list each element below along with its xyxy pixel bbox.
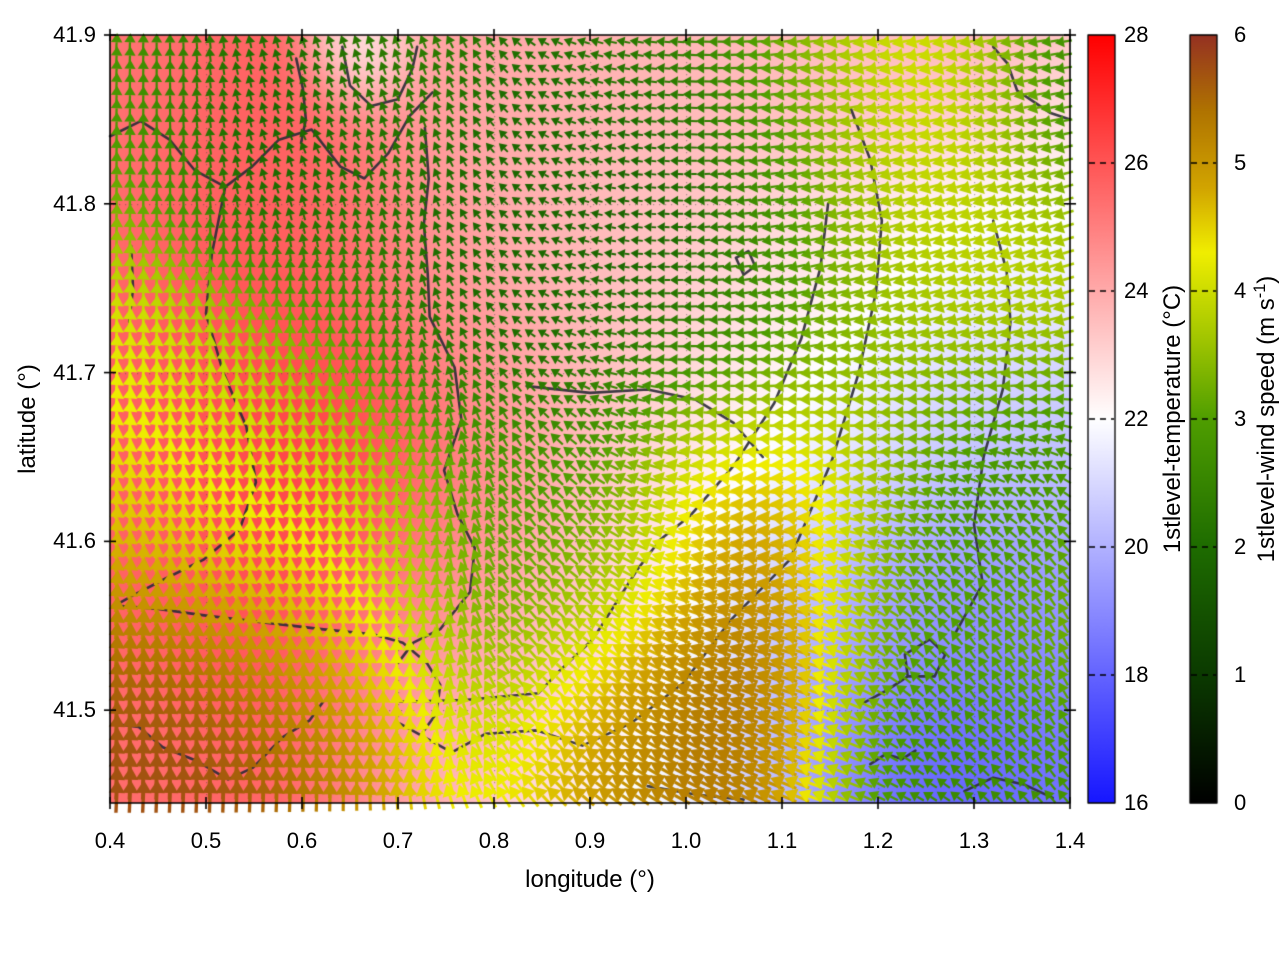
- x-tick-label: 0.5: [190, 828, 222, 853]
- x-tick-label: 1.1: [766, 828, 798, 853]
- x-tick-label: 0.9: [574, 828, 606, 853]
- wind-colorbar-tick-label: 0: [1234, 790, 1247, 815]
- temperature-colorbar-tick-label: 18: [1124, 662, 1149, 687]
- wind-colorbar-tick-label: 1: [1234, 662, 1247, 687]
- temperature-colorbar-tick-label: 24: [1124, 278, 1149, 303]
- x-tick-label: 0.7: [382, 828, 414, 853]
- wind-colorbar-tick-label: 5: [1234, 150, 1247, 175]
- temperature-colorbar-tick-label: 26: [1124, 150, 1149, 175]
- x-tick-label: 1.3: [958, 828, 990, 853]
- y-tick-label: 41.5: [53, 697, 96, 723]
- x-tick-label: 0.4: [94, 828, 126, 853]
- wind-colorbar-title-text: 1stlevel-wind speed (m s: [1253, 298, 1280, 563]
- wind-colorbar-title-end: ): [1253, 275, 1280, 284]
- x-tick-label: 0.8: [478, 828, 510, 853]
- temperature-colorbar-tick-label: 28: [1124, 22, 1149, 47]
- temperature-colorbar-tick-label: 16: [1124, 790, 1149, 815]
- wind-colorbar-tick-label: 2: [1234, 534, 1247, 559]
- y-tick-label: 41.7: [53, 359, 96, 385]
- y-tick-label: 41.6: [53, 528, 96, 554]
- temperature-colorbar-tick-label: 20: [1124, 534, 1149, 559]
- temperature-colorbar-title: 1stlevel-temperature (°C): [1157, 285, 1187, 553]
- x-tick-label: 0.6: [286, 828, 318, 853]
- x-tick-label: 1.4: [1054, 828, 1086, 853]
- y-tick-label: 41.9: [53, 22, 96, 47]
- wind-colorbar-tick-label: 4: [1234, 278, 1247, 303]
- x-tick-label: 1.0: [670, 828, 702, 853]
- wind-colorbar-tick-label: 3: [1234, 406, 1247, 431]
- y-axis-title: latitude (°): [14, 364, 41, 474]
- wind-colorbar-tick-label: 6: [1234, 22, 1247, 47]
- wind-colorbar-title: 1stlevel-wind speed (m s-1): [1251, 276, 1280, 563]
- temperature-colorbar-tick-label: 22: [1124, 406, 1149, 431]
- wind-colorbar-title-sup: -1: [1251, 283, 1269, 299]
- temperature-colorbar-title-text: 1stlevel-temperature (°C): [1159, 284, 1186, 554]
- y-tick-label: 41.8: [53, 190, 96, 216]
- x-axis-title: longitude (°): [525, 866, 655, 893]
- x-tick-label: 1.2: [862, 828, 894, 853]
